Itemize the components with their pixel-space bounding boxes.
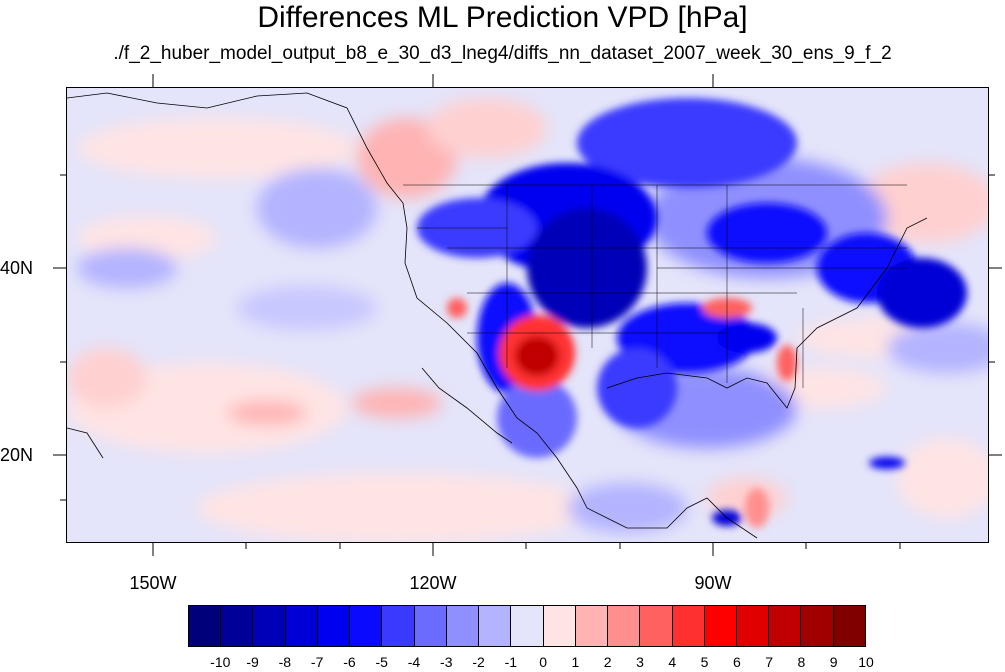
colorbar-label: -9 (246, 654, 259, 670)
colorbar-label: 6 (732, 654, 741, 670)
colorbar-box-15 (672, 606, 705, 646)
colorbar-box-13 (608, 606, 641, 646)
lat-label-20n: 20N (0, 445, 34, 465)
colorbar-label: 2 (603, 654, 612, 670)
colorbar-box-9 (479, 606, 512, 646)
colorbar-label: -3 (440, 654, 453, 670)
colorbar-label: -7 (310, 654, 324, 670)
colorbar-box-5 (350, 606, 383, 646)
colorbar-label: -4 (407, 654, 421, 670)
map-subtitle: ./f_2_huber_model_output_b8_e_30_d3_lneg… (113, 43, 892, 64)
colorbar-label: 1 (571, 654, 580, 670)
map-panel (66, 87, 989, 543)
colorbar-box-17 (736, 606, 770, 646)
lon-label-120w: 120W (409, 573, 457, 593)
colorbar-label: 10 (858, 654, 874, 670)
colorbar-box-18 (769, 606, 802, 646)
colorbar-label: -1 (504, 654, 518, 670)
colorbar-label: -10 (210, 654, 231, 670)
colorbar-box-3 (285, 606, 318, 646)
colorbar-box-6 (382, 606, 415, 646)
colorbar-label: 0 (539, 654, 548, 670)
lon-label-150w: 150W (129, 573, 177, 593)
colorbar-box-11 (543, 606, 576, 646)
colorbar-label: 7 (765, 654, 774, 670)
colorbar-label: -5 (375, 654, 388, 670)
colorbar-box-1 (221, 606, 254, 646)
colorbar-label: 5 (700, 654, 709, 670)
colorbar-box-8 (446, 606, 480, 646)
anomaly-field-broad (67, 98, 988, 542)
colorbar-box-16 (704, 606, 737, 646)
colorbar-box-7 (414, 606, 447, 646)
vpd-difference-map (67, 88, 988, 542)
lon-label-90w: 90W (694, 573, 732, 593)
colorbar-box-4 (317, 606, 351, 646)
colorbar-label: 8 (797, 654, 806, 670)
colorbar-box-20 (833, 606, 865, 646)
lat-label-40n: 40N (0, 258, 34, 278)
coastlines (67, 92, 928, 539)
colorbar-label: -2 (472, 654, 485, 670)
colorbar-box-14 (640, 606, 673, 646)
us-state-borders (403, 184, 907, 388)
map-title: Differences ML Prediction VPD [hPa] (257, 1, 748, 34)
colorbar-box-12 (575, 606, 609, 646)
colorbar-label: -6 (343, 654, 356, 670)
anomaly-field-core (417, 98, 967, 528)
colorbar-box-0 (189, 606, 222, 646)
colorbar-label: -8 (278, 654, 292, 670)
colorbar (188, 605, 866, 647)
colorbar-label: 3 (636, 654, 644, 670)
colorbar-label: 9 (829, 654, 838, 670)
colorbar-box-19 (801, 606, 834, 646)
colorbar-box-2 (253, 606, 286, 646)
colorbar-label: 4 (668, 654, 677, 670)
colorbar-box-10 (511, 606, 544, 646)
